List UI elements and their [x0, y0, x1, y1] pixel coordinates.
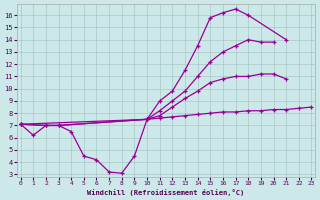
X-axis label: Windchill (Refroidissement éolien,°C): Windchill (Refroidissement éolien,°C) — [87, 189, 245, 196]
